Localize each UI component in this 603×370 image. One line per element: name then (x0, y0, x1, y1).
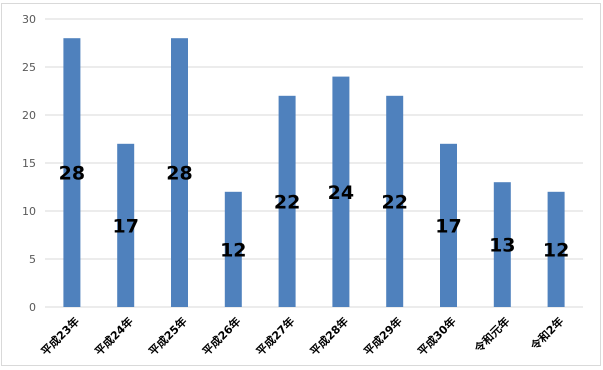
bars (63, 38, 565, 307)
bar (171, 38, 188, 307)
data-label: 17 (112, 215, 138, 237)
bar (63, 38, 81, 307)
x-tick-label: 平成28年 (307, 314, 351, 358)
data-label: 17 (435, 215, 461, 237)
data-label: 22 (274, 191, 300, 213)
y-tick-label: 25 (22, 61, 36, 74)
x-tick-label: 平成25年 (146, 314, 190, 358)
x-tick-label: 平成24年 (92, 314, 136, 358)
x-tick-label: 平成29年 (361, 314, 405, 358)
data-label: 13 (489, 235, 515, 257)
x-tick-label: 平成26年 (199, 314, 243, 358)
y-tick-label: 10 (22, 205, 36, 218)
x-tick-label: 平成23年 (38, 314, 82, 358)
x-tick-label: 平成30年 (415, 314, 459, 358)
data-label: 28 (166, 163, 192, 185)
x-tick-label: 令和2年 (527, 314, 566, 353)
x-tick-label: 令和元年 (471, 314, 513, 356)
y-axis-tick-labels: 0 5 10 15 20 25 30 (22, 13, 36, 314)
data-label: 22 (381, 191, 407, 213)
data-label: 24 (328, 182, 354, 204)
bar (386, 95, 404, 307)
gridlines (45, 18, 583, 308)
data-labels: 28 17 28 12 22 24 22 17 13 12 (59, 163, 570, 262)
data-label: 12 (543, 239, 569, 261)
chart-frame (1, 3, 601, 366)
bar (117, 143, 135, 307)
bar (440, 143, 457, 307)
bar (224, 191, 242, 307)
bar (332, 76, 350, 307)
x-axis-tick-labels: 平成23年 平成24年 平成25年 平成26年 平成27年 平成28年 平成29年 平成30年… (38, 314, 566, 358)
y-tick-label: 5 (29, 253, 36, 266)
bar (547, 191, 565, 307)
y-tick-label: 15 (22, 157, 36, 170)
bar (493, 182, 511, 307)
data-label: 28 (59, 163, 85, 185)
y-tick-label: 30 (22, 13, 36, 26)
x-tick-label: 平成27年 (253, 314, 297, 358)
y-tick-label: 0 (29, 301, 36, 314)
bar (278, 95, 296, 307)
y-tick-label: 20 (22, 109, 36, 122)
data-label: 12 (220, 239, 246, 261)
